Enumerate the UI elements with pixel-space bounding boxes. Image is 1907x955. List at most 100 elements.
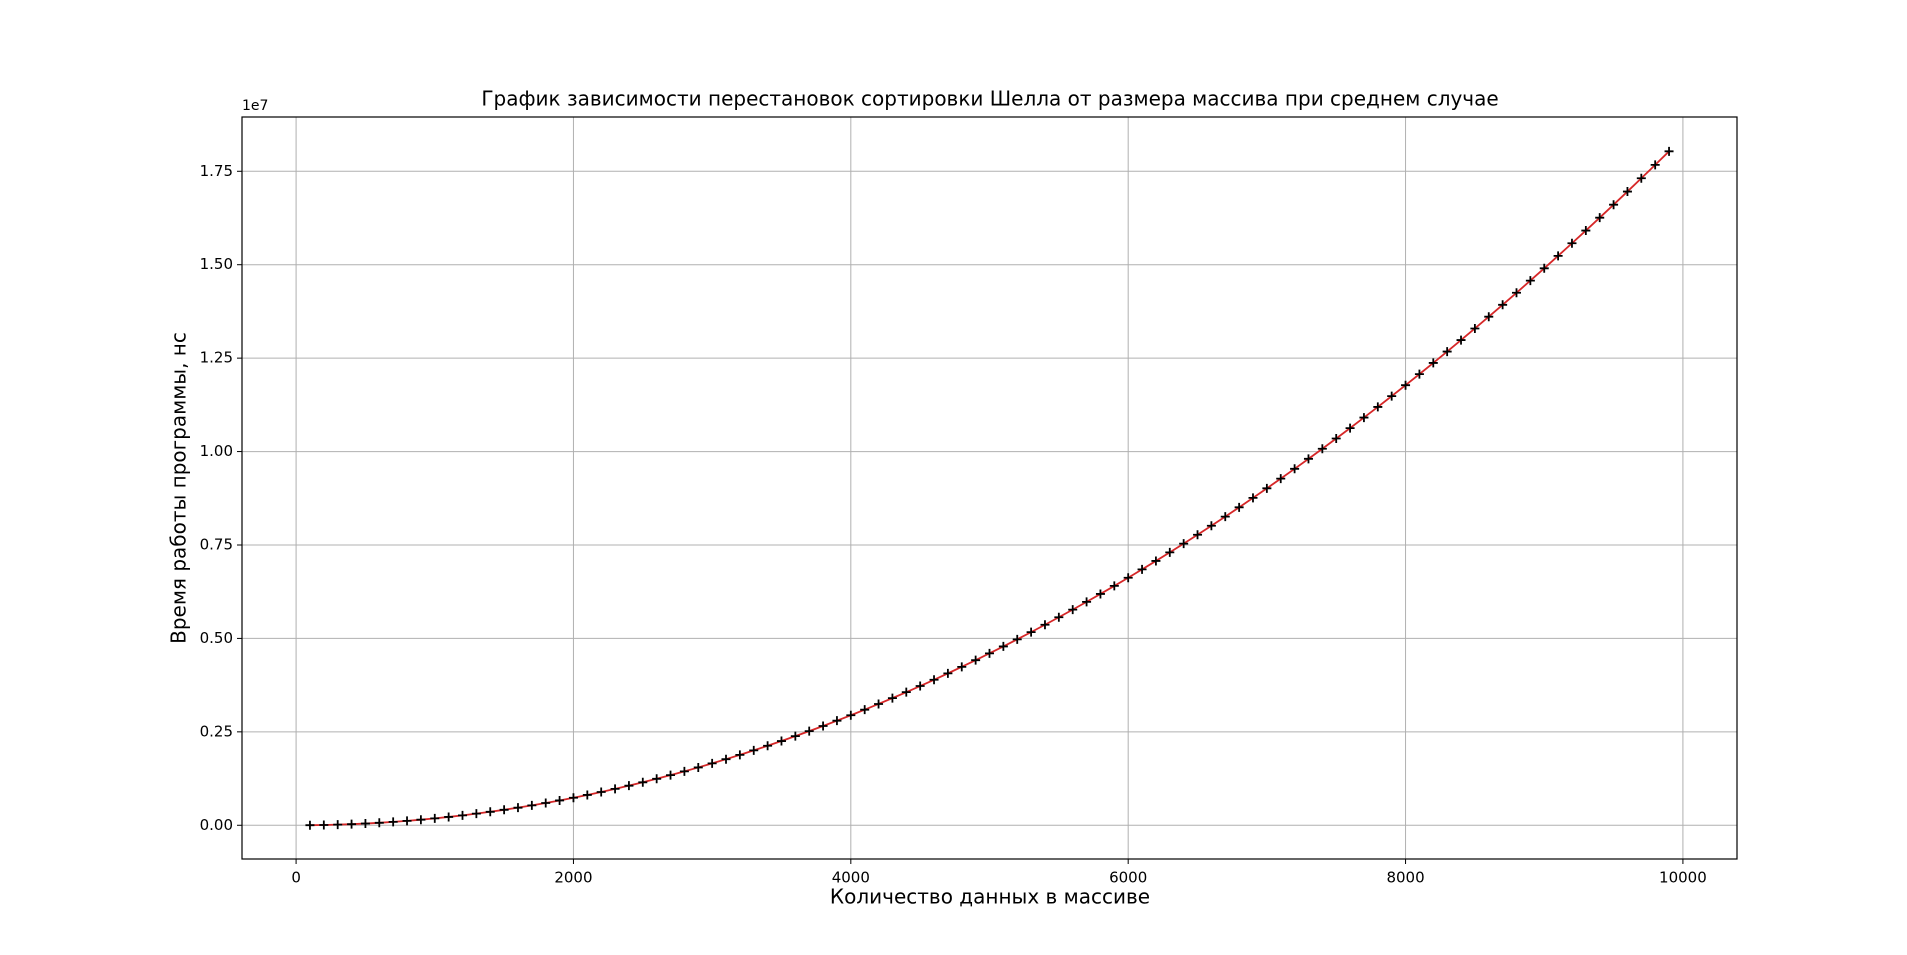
data-line xyxy=(309,150,1670,827)
data-marker xyxy=(1248,493,1258,503)
data-marker xyxy=(943,668,953,678)
data-marker xyxy=(1345,423,1355,433)
data-marker xyxy=(652,774,662,784)
x-tick-label: 2000 xyxy=(554,869,592,887)
data-marker xyxy=(582,790,592,800)
data-marker xyxy=(1484,312,1494,322)
data-marker xyxy=(735,750,745,760)
data-marker xyxy=(388,817,398,827)
data-marker xyxy=(1082,597,1092,607)
data-marker xyxy=(901,687,911,697)
data-marker xyxy=(402,816,412,826)
data-marker xyxy=(347,819,357,829)
data-marker xyxy=(887,693,897,703)
data-marker xyxy=(1276,474,1286,484)
y-offset-label: 1e7 xyxy=(242,98,268,114)
plot-frame xyxy=(241,116,1738,860)
data-marker xyxy=(998,641,1008,651)
data-marker xyxy=(1040,620,1050,630)
data-marker xyxy=(596,787,606,797)
y-tick-label: 0.25 xyxy=(200,722,233,740)
data-marker xyxy=(1442,347,1452,357)
data-marker xyxy=(1414,369,1424,379)
data-marker xyxy=(679,766,689,776)
data-marker xyxy=(860,705,870,715)
y-tick-label: 1.00 xyxy=(200,442,233,460)
data-marker xyxy=(985,648,994,658)
data-marker xyxy=(1179,539,1189,549)
data-marker xyxy=(513,803,523,813)
data-marker xyxy=(541,798,551,808)
data-marker xyxy=(929,675,939,685)
data-marker xyxy=(1317,444,1327,454)
data-marker xyxy=(360,819,370,829)
data-marker xyxy=(874,699,884,709)
y-tick-label: 0.50 xyxy=(200,629,233,647)
data-marker xyxy=(1137,564,1147,574)
data-marker xyxy=(1220,512,1230,522)
data-marker xyxy=(444,812,454,822)
y-tick-label: 1.75 xyxy=(200,162,233,180)
data-marker xyxy=(846,710,856,720)
data-marker xyxy=(1262,483,1272,493)
data-marker xyxy=(610,784,620,794)
data-marker xyxy=(1331,433,1341,443)
data-marker xyxy=(1151,556,1161,566)
data-marker xyxy=(804,726,814,736)
data-marker xyxy=(1609,200,1619,210)
data-marker xyxy=(1054,612,1064,622)
data-marker xyxy=(721,754,731,764)
data-marker xyxy=(499,805,509,815)
x-tick-label: 0 xyxy=(291,869,301,887)
data-marker xyxy=(471,809,481,819)
data-marker xyxy=(1095,589,1105,599)
x-axis-label: Количество данных в массиве xyxy=(830,885,1150,909)
data-marker xyxy=(971,655,981,665)
data-marker xyxy=(1026,627,1036,637)
data-marker xyxy=(707,758,717,768)
data-marker xyxy=(1622,187,1632,197)
y-axis-label: Время работы программы, нс xyxy=(167,332,191,644)
data-marker xyxy=(1581,226,1591,236)
data-marker xyxy=(1387,391,1397,401)
data-marker xyxy=(1539,263,1549,273)
data-marker xyxy=(527,800,537,810)
data-marker xyxy=(416,815,426,825)
data-marker xyxy=(1595,213,1605,223)
data-marker xyxy=(568,793,578,803)
data-marker xyxy=(776,736,786,746)
data-marker xyxy=(1109,581,1119,591)
y-tick-label: 0.00 xyxy=(200,816,233,834)
data-marker xyxy=(693,762,703,772)
x-tick-label: 4000 xyxy=(832,869,870,887)
data-marker xyxy=(1303,454,1313,464)
data-marker xyxy=(790,731,800,741)
data-marker xyxy=(666,770,676,780)
data-marker xyxy=(430,813,440,823)
data-marker xyxy=(1165,547,1175,557)
data-marker xyxy=(1567,238,1577,248)
data-marker xyxy=(763,741,773,751)
data-marker xyxy=(1456,335,1466,345)
data-marker xyxy=(1498,300,1508,310)
data-marker xyxy=(749,745,759,755)
data-marker xyxy=(638,777,648,787)
data-marker xyxy=(1234,502,1244,512)
x-tick-label: 8000 xyxy=(1386,869,1424,887)
x-tick-label: 10000 xyxy=(1659,869,1707,887)
data-marker xyxy=(1123,573,1133,583)
data-marker xyxy=(1068,605,1078,615)
data-marker xyxy=(915,681,925,691)
data-marker xyxy=(333,820,343,830)
data-marker xyxy=(485,807,495,817)
data-marker xyxy=(319,820,329,830)
data-marker xyxy=(1206,521,1216,531)
data-marker xyxy=(1359,413,1369,423)
x-tick-label: 6000 xyxy=(1109,869,1147,887)
data-marker xyxy=(1290,464,1300,474)
data-marker xyxy=(458,810,468,820)
data-marker xyxy=(1012,634,1022,644)
data-marker xyxy=(555,795,565,805)
